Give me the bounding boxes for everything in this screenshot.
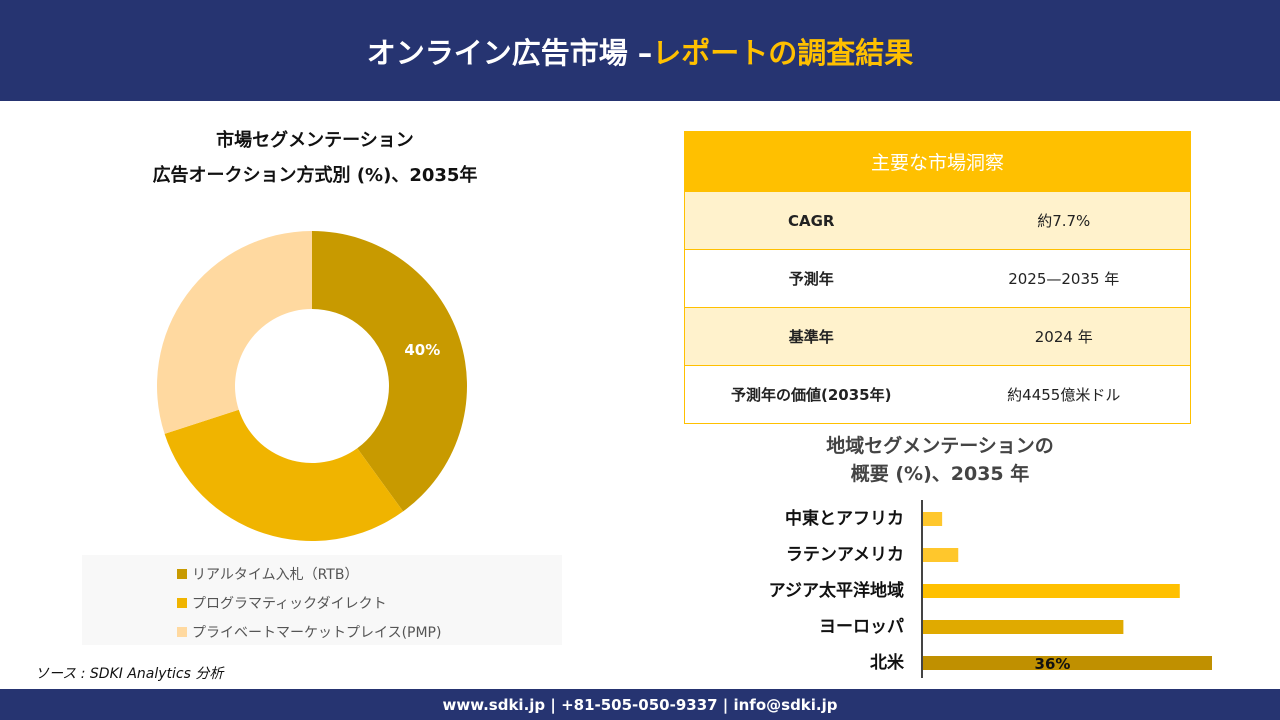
legend-label: プライベートマーケットプレイス(PMP)	[192, 624, 442, 641]
bar-category-label: 北米	[870, 652, 905, 673]
legend-item: プライベートマーケットプレイス(PMP)	[177, 617, 562, 646]
legend-swatch	[177, 568, 187, 579]
bar	[922, 548, 959, 562]
row-value: 2025—2035 年	[937, 249, 1191, 308]
title-highlight: レポートの調査結果	[652, 35, 914, 70]
bar	[922, 584, 1180, 598]
legend-label: プログラマティックダイレクト	[192, 595, 387, 612]
bar-category-label: ラテンアメリカ	[786, 545, 904, 565]
source-note: ソース : SDKI Analytics 分析	[35, 666, 224, 682]
legend-swatch	[177, 626, 187, 637]
table-row: 予測年の価値(2035年) 約4455億米ドル	[684, 365, 1191, 424]
row-value: 約4455億米ドル	[937, 365, 1191, 424]
donut-slice	[164, 409, 404, 541]
donut-title-1: 市場セグメンテーション	[216, 130, 414, 151]
insights-title: 主要な市場洞察	[684, 131, 1191, 192]
table-row: 基準年 2024 年	[684, 307, 1191, 366]
table-row: CAGR 約7.7%	[684, 191, 1191, 250]
legend-swatch	[177, 597, 187, 608]
legend-item: プログラマティックダイレクト	[177, 588, 562, 617]
bar-category-label: ヨーロッパ	[819, 617, 904, 637]
donut-slice	[156, 231, 312, 434]
donut-data-label: 40%	[404, 341, 440, 359]
bar-category-label: 中東とアフリカ	[785, 508, 904, 529]
bar-title-1: 地域セグメンテーションの	[826, 435, 1054, 457]
legend-label: リアルタイム入札（RTB）	[192, 566, 359, 583]
bar	[922, 620, 1124, 634]
bar	[922, 656, 1212, 670]
legend-item: リアルタイム入札（RTB）	[177, 559, 562, 588]
table-row: 予測年 2025—2035 年	[684, 249, 1191, 308]
donut-slice	[312, 231, 468, 512]
row-key: 基準年	[684, 307, 938, 366]
row-value: 2024 年	[937, 307, 1191, 366]
page-header: オンライン広告市場 – レポートの調査結果	[0, 0, 1280, 101]
title-main: オンライン広告市場 –	[366, 35, 653, 70]
bar-category-label: アジア太平洋地域	[769, 580, 904, 601]
bar-title-2: 概要 (%)、2035 年	[850, 463, 1030, 485]
footer-contact: www.sdki.jp | +81-505-050-9337 | info@sd…	[0, 689, 1280, 720]
row-value: 約7.7%	[937, 191, 1191, 250]
insights-table: 主要な市場洞察 CAGR 約7.7% 予測年 2025—2035 年 基準年 2024…	[684, 131, 1191, 424]
row-key: 予測年	[684, 249, 938, 308]
donut-legend: リアルタイム入札（RTB） プログラマティックダイレクト プライベートマーケット…	[82, 555, 562, 645]
donut-title-2: 広告オークション方式別 (%)、2035年	[152, 165, 478, 186]
bar-data-label: 36%	[1035, 655, 1071, 673]
bar-title: 地域セグメンテーションの 概要 (%)、2035 年	[760, 432, 1120, 488]
donut-chart: 40%	[156, 231, 468, 541]
row-key: 予測年の価値(2035年)	[684, 365, 938, 424]
row-key: CAGR	[684, 191, 938, 250]
bar	[922, 512, 943, 526]
